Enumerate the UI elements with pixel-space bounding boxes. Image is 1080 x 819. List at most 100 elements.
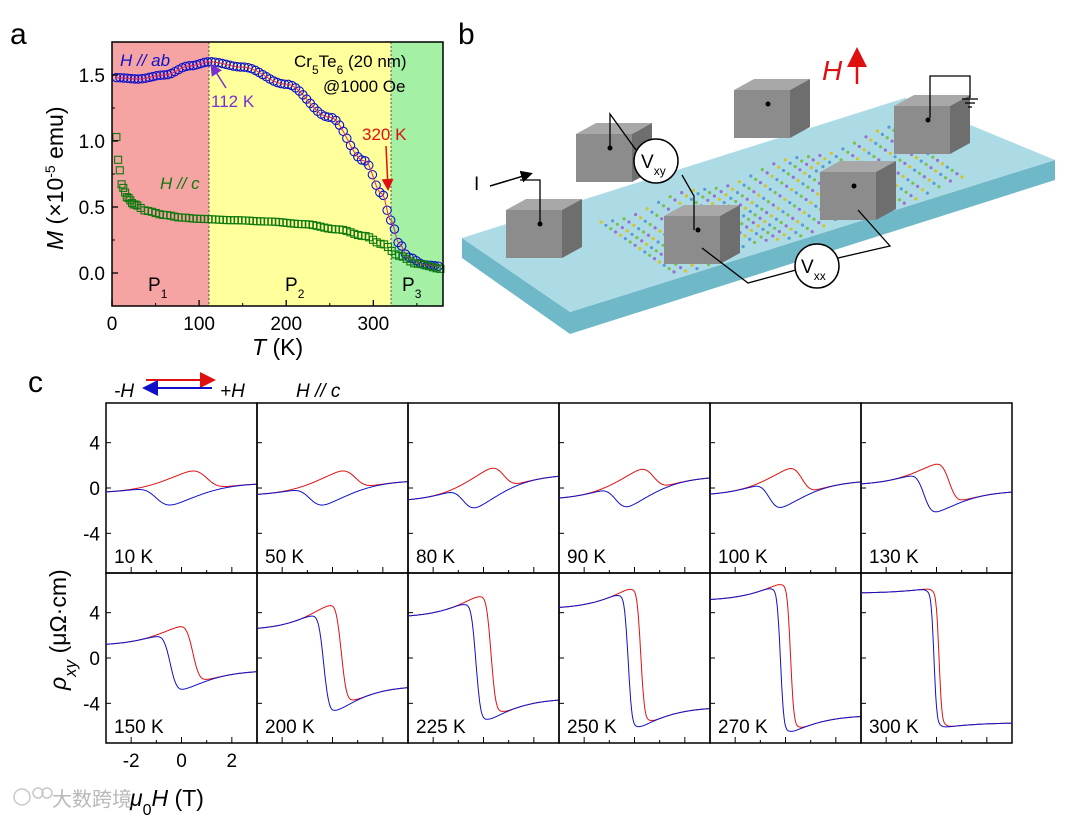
curve-sweep-down — [407, 604, 560, 720]
atom — [805, 162, 809, 166]
atom — [901, 174, 905, 178]
atom — [855, 157, 860, 161]
atom — [931, 155, 935, 159]
curve-sweep-down — [559, 477, 711, 508]
atom — [661, 243, 665, 247]
temperature-label: 100 K — [718, 547, 768, 568]
curve-sweep-up — [105, 626, 258, 680]
current-label: I — [474, 174, 479, 195]
atom — [643, 250, 647, 254]
atom — [914, 156, 919, 160]
point-h-c — [119, 183, 128, 192]
atom — [766, 231, 770, 235]
y-tick-label: 4 — [89, 434, 100, 455]
atom — [645, 207, 649, 211]
point-h-ab — [320, 111, 330, 121]
atom — [917, 171, 922, 175]
atom — [777, 229, 782, 234]
point-h-ab — [367, 169, 378, 180]
atom — [604, 223, 608, 227]
atom — [829, 151, 834, 155]
atom — [609, 227, 613, 231]
atom — [862, 148, 866, 152]
electrode-contact — [894, 95, 970, 154]
x-tick-label: 300 — [357, 314, 389, 335]
point-h-ab — [393, 237, 403, 248]
atom — [722, 201, 726, 205]
temperature-label: 250 K — [567, 717, 617, 738]
atom — [937, 185, 941, 189]
x-tick-label: 100 — [183, 314, 215, 335]
atom — [771, 203, 775, 207]
atom — [673, 198, 677, 202]
atom — [806, 155, 811, 159]
watermark: 大数跨境 — [52, 787, 132, 811]
atom — [841, 147, 845, 151]
atom — [781, 168, 786, 173]
atom — [802, 211, 806, 215]
hall-subplot: 250 K — [558, 572, 711, 744]
contact-terminal — [765, 101, 771, 107]
atom — [703, 187, 707, 191]
atom — [775, 178, 779, 182]
point-h-ab — [276, 78, 286, 89]
atom — [668, 195, 672, 199]
point-h-ab — [199, 57, 209, 68]
y-tick-label: 0 — [89, 479, 100, 500]
atom — [791, 175, 795, 179]
atom — [822, 224, 826, 228]
y-tick-label: 0.0 — [79, 264, 105, 285]
point-h-ab — [228, 61, 239, 71]
atom — [916, 184, 920, 188]
atom — [714, 186, 718, 190]
point-h-c — [436, 264, 445, 273]
atom — [684, 194, 689, 198]
atom — [927, 178, 931, 182]
atom — [759, 235, 763, 239]
atom — [864, 135, 868, 139]
atom — [872, 154, 876, 159]
atom — [701, 195, 705, 199]
atom — [788, 201, 792, 205]
point-h-ab — [195, 58, 206, 69]
curve-sweep-up — [709, 467, 862, 495]
atom — [726, 184, 730, 188]
atom — [653, 226, 657, 230]
label-h-c: H // c — [160, 174, 200, 193]
atom — [643, 219, 647, 223]
electrode-contact — [820, 161, 896, 220]
hall-subplot: 300 K — [860, 572, 1013, 744]
electrode-contact — [664, 205, 740, 264]
atom — [852, 141, 857, 145]
atom — [740, 194, 744, 198]
y-tick-label: -4 — [83, 694, 100, 715]
temperature-label: 130 K — [869, 547, 919, 568]
atom — [899, 187, 903, 191]
atom — [883, 148, 888, 152]
atom — [765, 171, 769, 175]
watermark-logo-icon — [13, 787, 53, 806]
atom — [948, 179, 953, 183]
curve-sweep-up — [106, 470, 258, 493]
atom — [651, 237, 655, 241]
point-h-ab — [389, 224, 400, 234]
point-h-ab — [144, 72, 155, 83]
atom — [691, 188, 695, 192]
atom — [740, 222, 744, 226]
curve-sweep-down — [559, 594, 710, 728]
atom — [922, 175, 926, 179]
atom — [743, 206, 748, 210]
atom — [788, 161, 792, 165]
atom — [706, 198, 710, 202]
temperature-label: 225 K — [416, 717, 466, 738]
atom — [618, 233, 623, 237]
curve-sweep-up — [407, 596, 560, 712]
atom — [914, 197, 918, 201]
atom — [799, 234, 803, 238]
atom — [711, 202, 715, 206]
atom — [737, 180, 741, 184]
atom — [936, 158, 940, 162]
arrow-112 — [210, 63, 227, 89]
point-h-ab — [225, 60, 235, 71]
